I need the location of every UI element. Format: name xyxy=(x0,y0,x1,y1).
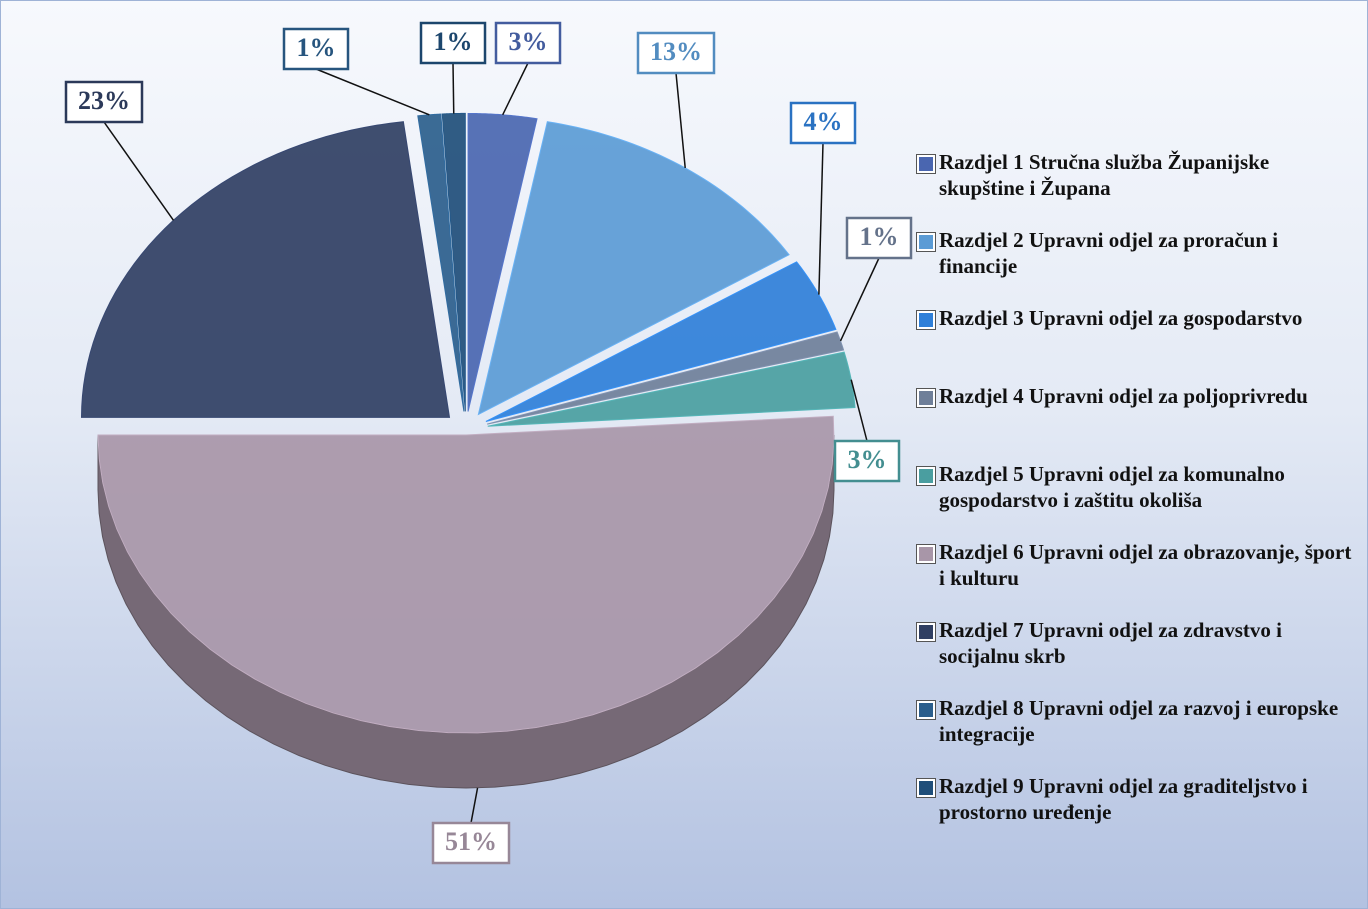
data-label: 51% xyxy=(445,827,497,856)
legend-swatch xyxy=(917,545,935,563)
data-label-box xyxy=(636,31,716,75)
legend-swatch xyxy=(917,155,935,173)
data-label: 4% xyxy=(804,107,843,136)
slice xyxy=(467,112,538,412)
legend-label: Razdjel 5 Upravni odjel za komunalno gos… xyxy=(939,462,1285,512)
leader-line xyxy=(103,121,175,221)
data-label-box xyxy=(282,27,350,71)
legend-label: Razdjel 8 Upravni odjel za razvoj i euro… xyxy=(939,696,1339,746)
leader-line xyxy=(818,142,824,295)
data-label: 13% xyxy=(650,37,702,66)
leader-line xyxy=(470,787,479,824)
legend-label: Razdjel 2 Upravni odjel za proračun i fi… xyxy=(939,228,1279,278)
legend-item: Razdjel 1 Stručna služba Županijske skup… xyxy=(917,149,1357,227)
legend-swatch xyxy=(917,389,935,407)
slice xyxy=(80,121,451,418)
legend-swatch xyxy=(917,233,935,251)
legend-item: Razdjel 7 Upravni odjel za zdravstvo i s… xyxy=(917,617,1357,695)
legend-swatch xyxy=(917,701,935,719)
data-label-box xyxy=(431,821,511,865)
legend-item: Razdjel 9 Upravni odjel za graditeljstvo… xyxy=(917,773,1357,851)
leader-line xyxy=(502,62,529,116)
data-label-box xyxy=(789,101,857,145)
data-label: 23% xyxy=(78,86,130,115)
legend-swatch xyxy=(917,311,935,329)
data-label: 3% xyxy=(509,27,548,56)
data-label: 1% xyxy=(434,27,473,56)
leader-line xyxy=(452,62,455,114)
slice xyxy=(417,113,465,412)
legend-label: Razdjel 9 Upravni odjel za graditeljstvo… xyxy=(939,774,1308,824)
slice xyxy=(487,351,856,427)
legend-item: Razdjel 8 Upravni odjel za razvoj i euro… xyxy=(917,695,1357,773)
legend: Razdjel 1 Stručna služba Županijske skup… xyxy=(917,149,1357,851)
legend-swatch xyxy=(917,623,935,641)
legend-swatch xyxy=(917,467,935,485)
legend-label: Razdjel 4 Upravni odjel za poljoprivredu xyxy=(939,384,1308,408)
leader-line xyxy=(839,257,880,342)
legend-item: Razdjel 6 Upravni odjel za obrazovanje, … xyxy=(917,539,1357,617)
leader-line xyxy=(675,72,686,169)
data-label-box xyxy=(419,21,487,65)
legend-label: Razdjel 7 Upravni odjel za zdravstvo i s… xyxy=(939,618,1282,668)
data-label-box xyxy=(845,216,913,260)
legend-item: Razdjel 5 Upravni odjel za komunalno gos… xyxy=(917,461,1357,539)
legend-item: Razdjel 3 Upravni odjel za gospodarstvo xyxy=(917,305,1357,383)
legend-label: Razdjel 1 Stručna služba Županijske skup… xyxy=(939,150,1270,200)
data-label-box xyxy=(833,439,901,483)
data-label: 1% xyxy=(297,33,336,62)
legend-item: Razdjel 4 Upravni odjel za poljoprivredu xyxy=(917,383,1357,461)
slice xyxy=(441,112,466,412)
data-label: 3% xyxy=(848,445,887,474)
legend-item: Razdjel 2 Upravni odjel za proračun i fi… xyxy=(917,227,1357,305)
leader-line xyxy=(850,379,868,442)
data-label-box xyxy=(494,21,562,65)
legend-label: Razdjel 6 Upravni odjel za obrazovanje, … xyxy=(939,540,1352,590)
legend-swatch xyxy=(917,779,935,797)
data-label-box xyxy=(64,80,144,124)
leader-line xyxy=(315,68,430,116)
data-label: 1% xyxy=(860,222,899,251)
slice xyxy=(97,415,835,734)
legend-label: Razdjel 3 Upravni odjel za gospodarstvo xyxy=(939,306,1303,330)
